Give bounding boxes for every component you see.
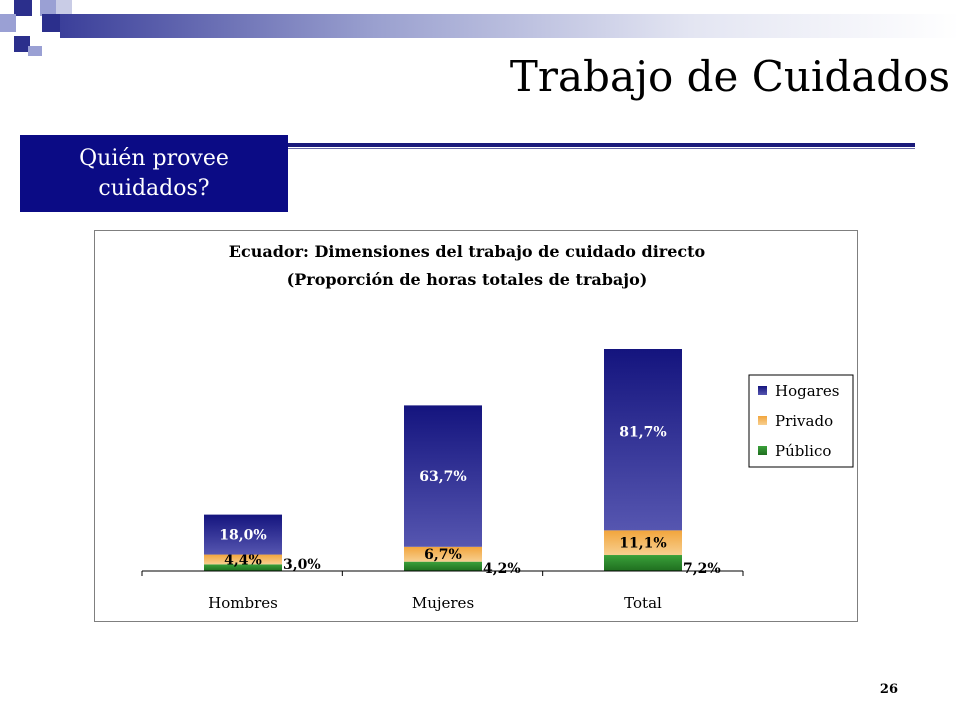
- bar-hogares-hombres: [204, 514, 282, 555]
- bar-privado-hombres: [204, 554, 282, 565]
- data-label-publico-total: 7,2%: [683, 561, 721, 577]
- chart-frame: Ecuador: Dimensiones del trabajo de cuid…: [94, 230, 858, 622]
- legend-label-publico: Público: [775, 442, 831, 460]
- chart-title-line1: Ecuador: Dimensiones del trabajo de cuid…: [229, 242, 706, 261]
- decor-square: [28, 46, 42, 56]
- legend-swatch-hogares: [758, 386, 767, 395]
- legend-label-hogares: Hogares: [775, 382, 839, 400]
- stacked-bar-chart: Ecuador: Dimensiones del trabajo de cuid…: [141, 242, 854, 612]
- bar-publico-mujeres: [404, 561, 482, 571]
- decor-square: [14, 36, 30, 52]
- legend-swatch-privado: [758, 416, 767, 425]
- data-label-privado-mujeres: 6,7%: [424, 547, 462, 563]
- decor-square: [40, 0, 58, 16]
- decor-square: [56, 0, 72, 14]
- decor-square: [0, 14, 16, 32]
- slide-title: Trabajo de Cuidados: [509, 52, 950, 101]
- bar-privado-total: [604, 530, 682, 556]
- legend-swatch-publico: [758, 446, 767, 455]
- title-rule-thin: [288, 148, 915, 149]
- bar-privado-mujeres: [404, 546, 482, 562]
- legend: Hogares Privado Público: [748, 374, 854, 468]
- subtitle-line: Quién provee: [79, 145, 229, 171]
- subtitle-box: Quién provee cuidados?: [20, 135, 288, 212]
- decor-square: [14, 0, 32, 16]
- data-label-publico-mujeres: 4,2%: [483, 561, 521, 577]
- chart-title-line2: (Proporción de horas totales de trabajo): [287, 270, 648, 289]
- bar-hogares-mujeres: [404, 405, 482, 547]
- legend-label-privado: Privado: [775, 412, 833, 430]
- data-label-hogares-total: 81,7%: [619, 425, 666, 441]
- decor-square: [42, 14, 60, 32]
- x-tick-label-total: Total: [624, 594, 662, 612]
- data-label-privado-hombres: 4,4%: [224, 552, 262, 568]
- bar-publico-hombres: [204, 564, 282, 571]
- page-number: 26: [879, 682, 898, 697]
- data-label-privado-total: 11,1%: [619, 536, 666, 552]
- bar-publico-total: [604, 555, 682, 571]
- bars-group: 3,0% 4,4% 18,0% 4,2% 6,7% 63,7% 7,2% 11,1% 81,7%: [204, 349, 721, 577]
- header-gradient-bar: [60, 14, 960, 38]
- x-tick-label-mujeres: Mujeres: [412, 594, 474, 612]
- data-label-hogares-mujeres: 63,7%: [419, 469, 466, 485]
- x-tick-label-hombres: Hombres: [208, 594, 278, 612]
- x-axis-ticks: Hombres Mujeres Total: [141, 571, 744, 612]
- data-label-hogares-hombres: 18,0%: [219, 528, 266, 544]
- data-label-publico-hombres: 3,0%: [283, 557, 321, 573]
- title-rule: [288, 143, 915, 147]
- bar-hogares-total: [604, 349, 682, 531]
- subtitle-line: cuidados?: [98, 175, 210, 201]
